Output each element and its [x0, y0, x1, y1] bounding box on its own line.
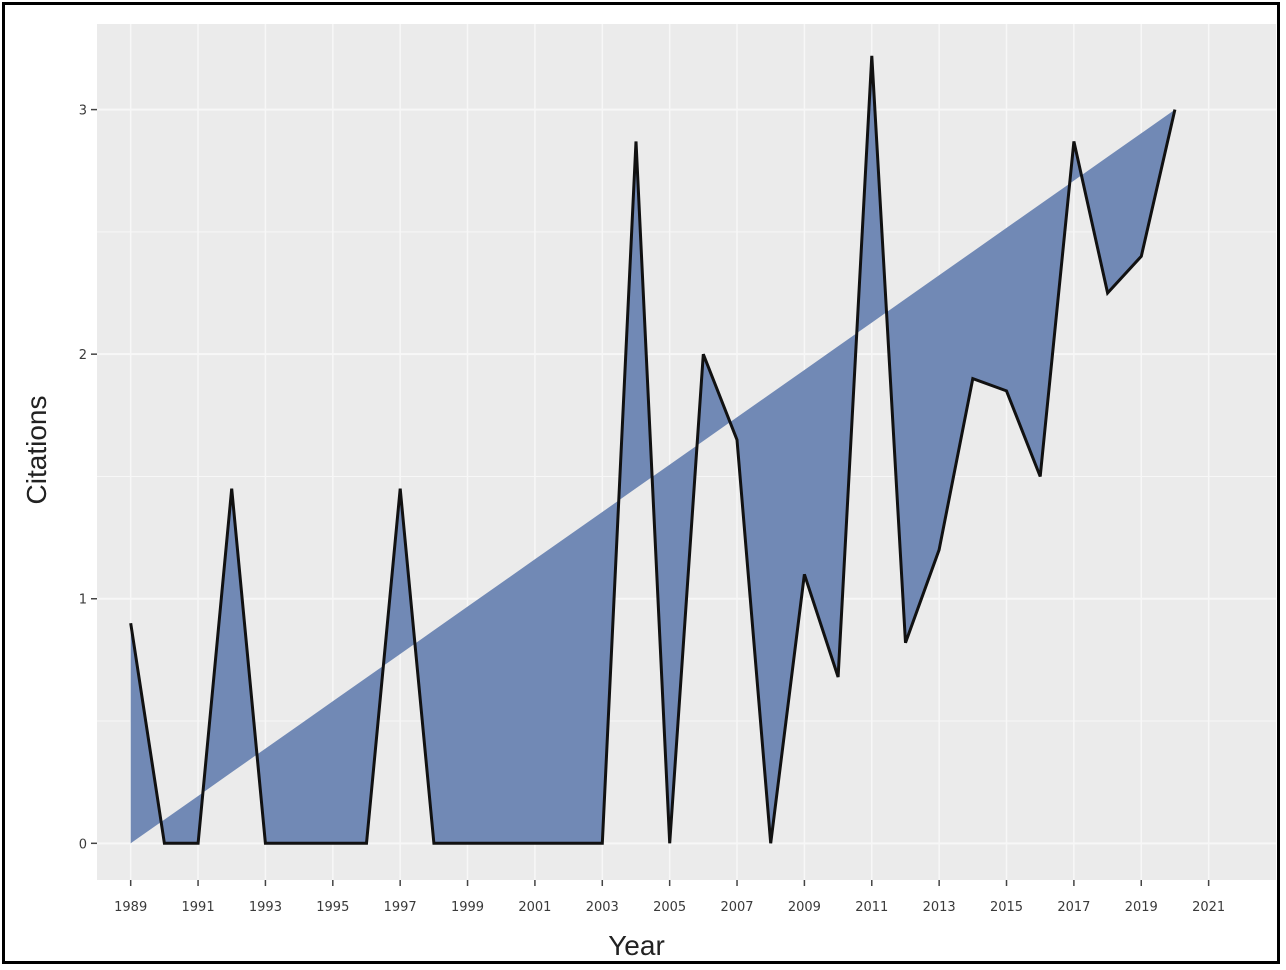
x-tick-label: 1995: [316, 900, 349, 915]
citations-line: [129, 55, 1177, 845]
x-tick-label: 2019: [1125, 900, 1158, 915]
x-axis-ticks: 1989 1991 1993 1995 1997 1999 2001 2003 2005 2007…: [114, 880, 1225, 915]
x-tick-label: 1989: [114, 900, 147, 915]
x-tick-label: 1991: [182, 900, 215, 915]
x-tick-label: 2001: [518, 900, 551, 915]
y-tick-label: 3: [79, 104, 87, 119]
x-tick-label: 1997: [384, 900, 417, 915]
x-tick-label: 2017: [1057, 900, 1090, 915]
x-tick-label: 1999: [451, 900, 484, 915]
y-axis-ticks: 0 1 2 3: [79, 104, 97, 852]
x-tick-label: 2007: [720, 900, 753, 915]
x-tick-label: 2011: [855, 900, 888, 915]
y-tick-label: 0: [79, 837, 87, 852]
x-tick-label: 2009: [788, 900, 821, 915]
citations-area-fill: [130, 55, 1175, 844]
x-axis-title: Year: [608, 930, 665, 961]
x-tick-label: 2013: [923, 900, 956, 915]
y-tick-label: 1: [79, 593, 87, 608]
x-tick-label: 1993: [249, 900, 282, 915]
y-axis-title: Citations: [21, 396, 52, 505]
x-tick-label: 2003: [586, 900, 619, 915]
x-tick-label: 2005: [653, 900, 686, 915]
y-tick-label: 2: [79, 348, 87, 363]
x-tick-label: 2021: [1192, 900, 1225, 915]
x-tick-label: 2015: [990, 900, 1023, 915]
